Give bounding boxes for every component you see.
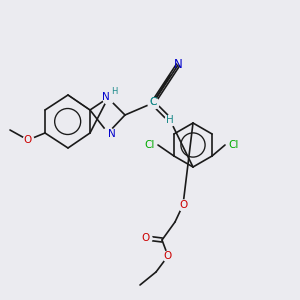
Text: O: O (179, 200, 187, 210)
Text: O: O (142, 233, 150, 243)
Text: N: N (108, 129, 116, 139)
Text: Cl: Cl (145, 140, 155, 150)
Text: Cl: Cl (228, 140, 238, 150)
Text: C: C (149, 97, 157, 107)
Text: H: H (111, 86, 117, 95)
Text: C: C (149, 97, 157, 107)
Text: H: H (166, 115, 174, 125)
Text: O: O (24, 135, 32, 145)
Text: N: N (102, 92, 110, 102)
Text: O: O (164, 251, 172, 261)
Text: N: N (174, 58, 182, 71)
